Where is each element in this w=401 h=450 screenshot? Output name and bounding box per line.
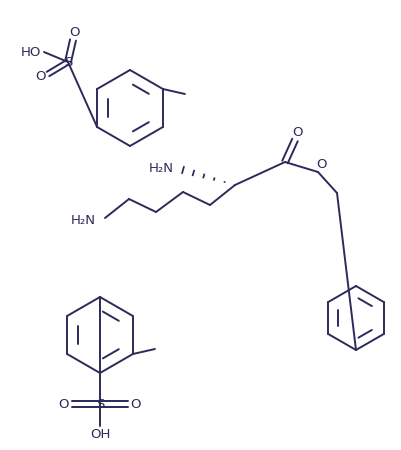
Text: O: O	[70, 26, 80, 39]
Text: H₂N: H₂N	[148, 162, 173, 175]
Text: O: O	[316, 158, 326, 171]
Text: S: S	[64, 55, 72, 68]
Text: S: S	[95, 397, 104, 410]
Text: O: O	[130, 397, 141, 410]
Text: OH: OH	[89, 428, 110, 441]
Text: O: O	[292, 126, 302, 139]
Text: H₂N: H₂N	[70, 213, 95, 226]
Text: O: O	[59, 397, 69, 410]
Text: O: O	[36, 69, 46, 82]
Text: HO: HO	[21, 45, 41, 58]
